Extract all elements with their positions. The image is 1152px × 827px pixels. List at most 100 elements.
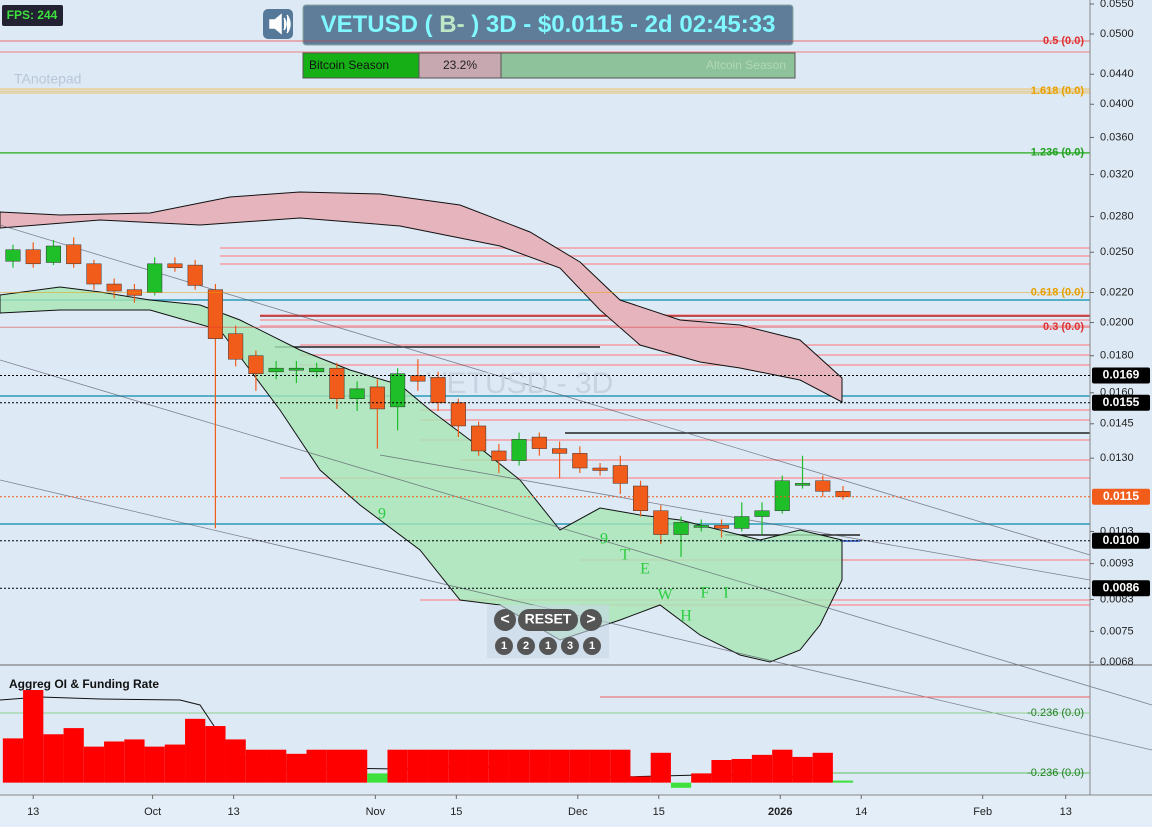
candle-body	[369, 386, 385, 410]
oi-bar	[832, 780, 854, 783]
candle-body	[612, 465, 628, 484]
price-label: 0.0100	[1103, 533, 1140, 547]
lower-cloud	[0, 286, 843, 663]
candle-body	[228, 333, 244, 360]
count-button[interactable]	[517, 637, 535, 655]
fps: FPS: 244	[7, 8, 58, 22]
oi-bar	[751, 754, 773, 783]
y-tick-label: 0.0200	[1100, 316, 1134, 328]
y-tick-label: 0.0440	[1100, 68, 1134, 80]
price-label-box	[1092, 532, 1150, 549]
candle-body	[309, 367, 325, 373]
count-button[interactable]	[539, 637, 557, 655]
candle-body	[633, 485, 649, 512]
candle-body	[693, 525, 709, 528]
candle-body	[288, 367, 304, 371]
candle-body	[187, 264, 203, 286]
oi-bar	[43, 734, 64, 783]
oi-bar	[144, 746, 165, 783]
count-label: 1	[501, 640, 507, 652]
candle-body	[390, 373, 406, 408]
candle-body	[410, 375, 426, 382]
title-grade: B-	[439, 11, 464, 38]
td-label: 9	[378, 506, 386, 523]
oi-bar	[23, 690, 44, 783]
candle-body	[815, 480, 831, 492]
fib-label: 1.618 (0.0)	[1031, 85, 1085, 97]
y-tick-label: 0.0068	[1100, 656, 1134, 668]
season-right	[500, 52, 796, 79]
oi-bar	[529, 749, 550, 783]
x-tick-label: 2026	[768, 806, 792, 818]
x-tick-label: Nov	[366, 806, 386, 818]
x-tick-label: 15	[450, 806, 462, 818]
price-label: 0.0086	[1103, 580, 1140, 594]
candle-body	[794, 483, 811, 486]
oi-bar	[589, 749, 611, 783]
count-button[interactable]	[583, 637, 601, 655]
y-tick-label: 0.0145	[1100, 418, 1134, 430]
fps-box	[2, 5, 63, 26]
oi-bar	[104, 741, 125, 783]
x-tick-label: 14	[855, 806, 867, 818]
candle-body	[754, 510, 770, 517]
candle-body	[774, 480, 790, 512]
oi-bar	[448, 749, 469, 783]
price-label: 0.0155	[1103, 395, 1140, 409]
upper-cloud	[0, 191, 843, 403]
oi-bar	[731, 758, 752, 783]
oi-bar	[508, 749, 530, 783]
candle-body	[207, 289, 223, 339]
oi-bar	[347, 749, 368, 783]
count-label: 2	[523, 640, 529, 652]
next-button[interactable]	[580, 609, 602, 631]
sound-icon	[269, 13, 291, 35]
td-label: H	[680, 608, 692, 625]
candle-body	[268, 367, 284, 373]
td-label: E	[640, 561, 650, 578]
candle-body	[552, 448, 568, 454]
oi-bar	[812, 752, 833, 783]
oi-level-label: -0.236 (0.0)	[1027, 767, 1084, 779]
candle-body	[592, 467, 608, 471]
count-button[interactable]	[495, 637, 513, 655]
oi-bar	[306, 749, 327, 783]
prev-button[interactable]	[494, 609, 516, 631]
oi-bar	[468, 749, 489, 783]
oi-bar	[326, 749, 348, 783]
candle-body	[329, 367, 345, 399]
time-axis	[0, 795, 1152, 827]
y-tick-label: 0.0500	[1100, 28, 1134, 40]
td-label: 9	[600, 531, 608, 548]
candle-body	[511, 439, 527, 461]
y-tick-label: 0.0093	[1100, 558, 1134, 570]
oi-bar	[427, 749, 449, 783]
note: TAnotepad	[14, 71, 81, 87]
reset-button[interactable]	[518, 609, 578, 631]
candle-body	[5, 249, 21, 262]
oi-title: Aggreg OI & Funding Rate	[9, 677, 159, 691]
candle-body	[713, 525, 730, 529]
count-label: 3	[567, 640, 573, 652]
count-button[interactable]	[561, 637, 579, 655]
x-tick-label: 15	[653, 806, 665, 818]
watermark: VETUSD - 3D	[427, 367, 614, 400]
oi-bar	[488, 749, 509, 783]
candle-body	[835, 491, 851, 498]
oi-bar	[286, 753, 307, 783]
chart-title: VETUSD ( B- ) 3D - $0.0115 - 2d 02:45:33	[321, 11, 776, 38]
td-label: I	[723, 585, 728, 602]
y-tick-label: 0.0320	[1100, 168, 1134, 180]
candle-body	[45, 245, 61, 263]
oi-bar	[711, 760, 732, 783]
title-part: VETUSD (	[321, 11, 433, 38]
candle-body	[653, 510, 669, 535]
x-tick-label: 13	[27, 806, 39, 818]
x-tick-label: 13	[1060, 806, 1072, 818]
title-box	[302, 4, 794, 46]
oi-bar	[164, 744, 186, 783]
oi-bar	[266, 749, 287, 783]
